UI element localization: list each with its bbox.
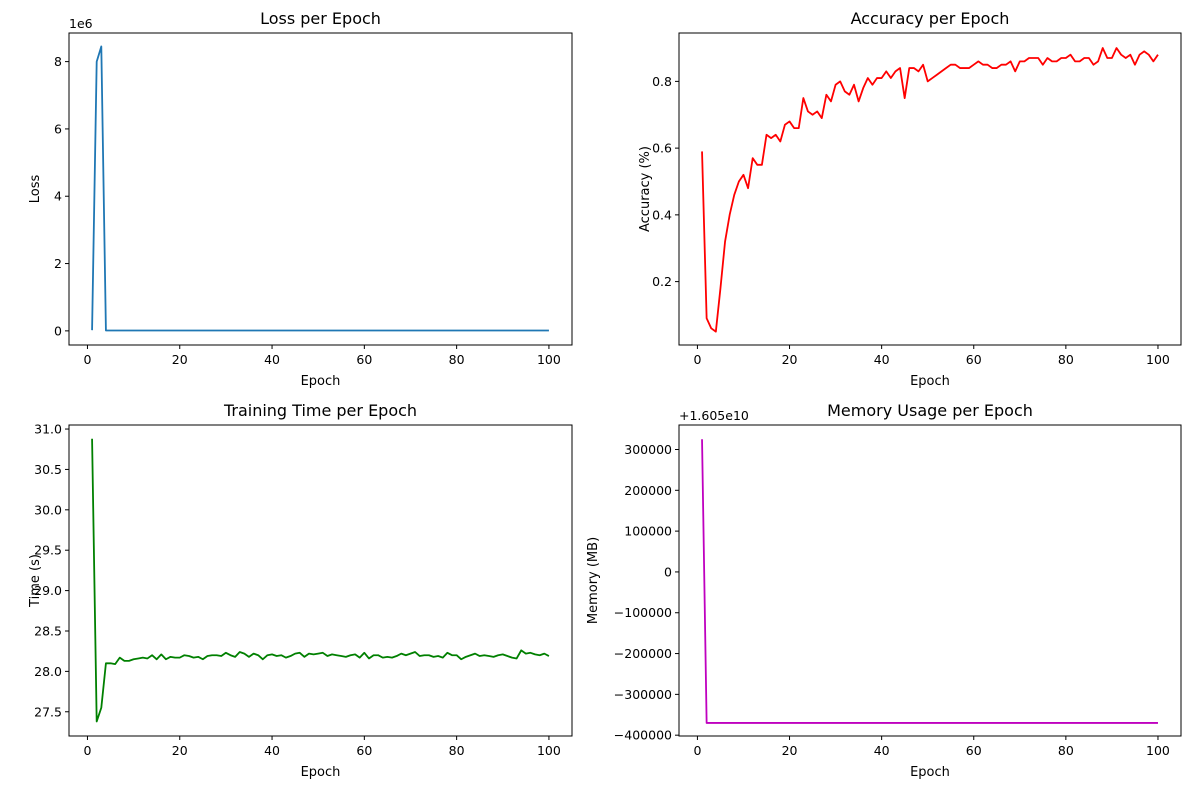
memory-axes-frame (678, 424, 1182, 737)
loss-ytick-label: 2 (54, 256, 62, 271)
time-axes-frame (68, 424, 573, 737)
time-chart: 0 20 40 60 80 100 27.5 28.0 28.5 29.0 29.5 30.0 30.5… (28, 401, 573, 780)
accuracy-series-line (701, 47, 1159, 333)
time-ytick-label: 30.5 (34, 462, 62, 477)
memory-chart-title: Memory Usage per Epoch (827, 401, 1033, 420)
loss-y-axis-label: Loss (28, 175, 43, 204)
accuracy-axes-frame (678, 32, 1182, 346)
time-ytick-label: 28.0 (34, 664, 62, 679)
time-xtick-label: 80 (449, 743, 465, 758)
time-ytick-label: 31.0 (34, 422, 62, 437)
memory-xtick-label: 40 (874, 743, 890, 758)
accuracy-x-axis-label: Epoch (910, 374, 950, 389)
memory-xtick-label: 20 (782, 743, 798, 758)
time-y-axis-label: Time (s) (28, 554, 43, 608)
time-xtick-label: 40 (264, 743, 280, 758)
loss-xtick-label: 100 (537, 352, 561, 367)
memory-xtick-label: 60 (966, 743, 982, 758)
accuracy-xtick-label: 20 (782, 352, 798, 367)
accuracy-y-axis-label: Accuracy (%) (638, 146, 653, 232)
memory-ytick-label: 200000 (624, 483, 672, 498)
memory-xtick-label: 80 (1058, 743, 1074, 758)
time-series-line (91, 438, 550, 723)
time-ytick-label: 29.5 (34, 543, 62, 558)
loss-xtick-label: 0 (83, 352, 91, 367)
memory-xtick-label: 100 (1146, 743, 1170, 758)
memory-ytick-label: 100000 (624, 524, 672, 539)
time-chart-title: Training Time per Epoch (223, 401, 417, 420)
time-ytick-label: 30.0 (34, 502, 62, 517)
loss-ytick-label: 4 (54, 189, 62, 204)
accuracy-chart-title: Accuracy per Epoch (851, 9, 1010, 28)
time-xtick-label: 20 (172, 743, 188, 758)
memory-ytick-label: −400000 (614, 728, 672, 743)
memory-axis-offset-text: +1.605e10 (679, 408, 749, 423)
accuracy-xtick-label: 40 (874, 352, 890, 367)
accuracy-xtick-label: 100 (1146, 352, 1170, 367)
accuracy-xtick-label: 60 (966, 352, 982, 367)
time-ytick-label: 27.5 (34, 704, 62, 719)
accuracy-ytick-label: 0.6 (652, 141, 672, 156)
time-ytick-label: 29.0 (34, 583, 62, 598)
loss-ytick-label: 6 (54, 121, 62, 136)
memory-xtick-label: 0 (693, 743, 701, 758)
accuracy-ytick-label: 0.8 (652, 74, 672, 89)
memory-ytick-label: −200000 (614, 646, 672, 661)
accuracy-xtick-label: 0 (693, 352, 701, 367)
loss-series-line (91, 45, 549, 332)
accuracy-xtick-label: 80 (1058, 352, 1074, 367)
loss-ytick-label: 8 (54, 54, 62, 69)
memory-chart: 0 20 40 60 80 100 −400000 −300000 −200000 −100000… (586, 401, 1182, 780)
loss-xtick-label: 80 (449, 352, 465, 367)
memory-ytick-label: −300000 (614, 687, 672, 702)
memory-ytick-label: −100000 (614, 605, 672, 620)
loss-xtick-label: 20 (172, 352, 188, 367)
time-x-axis-label: Epoch (301, 765, 341, 780)
loss-axis-offset-text: 1e6 (69, 16, 93, 31)
memory-ytick-label: 0 (664, 564, 672, 579)
time-xtick-label: 100 (537, 743, 561, 758)
memory-ytick-label: 300000 (624, 442, 672, 457)
loss-axes-frame (68, 32, 573, 346)
loss-x-axis-label: Epoch (301, 374, 341, 389)
memory-x-axis-label: Epoch (910, 765, 950, 780)
accuracy-ytick-label: 0.4 (652, 207, 672, 222)
memory-y-axis-label: Memory (MB) (586, 537, 601, 624)
accuracy-chart: 0 20 40 60 80 100 0.2 0.4 0.6 0.8 Accuracy per Epo… (638, 9, 1182, 389)
loss-xtick-label: 60 (356, 352, 372, 367)
loss-ytick-label: 0 (54, 323, 62, 338)
accuracy-ytick-label: 0.2 (652, 274, 672, 289)
memory-series-line (701, 439, 1158, 724)
time-xtick-label: 0 (83, 743, 91, 758)
loss-xtick-label: 40 (264, 352, 280, 367)
loss-chart-title: Loss per Epoch (260, 9, 381, 28)
loss-chart: 0 20 40 60 80 100 0 2 4 6 8 Loss per Epoch Epoch Loss… (28, 9, 573, 389)
time-ytick-label: 28.5 (34, 623, 62, 638)
time-xtick-label: 60 (356, 743, 372, 758)
